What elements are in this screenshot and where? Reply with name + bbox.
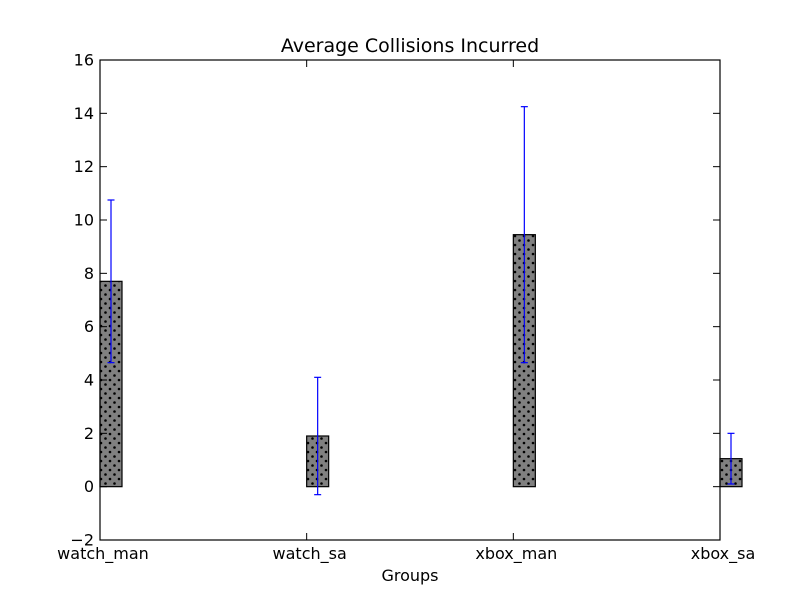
y-tick-label: 12 [74, 157, 94, 176]
x-tick-label: watch_man [57, 544, 149, 564]
x-tick-label: xbox_sa [691, 544, 756, 564]
y-tick-label: 16 [74, 51, 94, 70]
y-tick-label: 2 [84, 424, 94, 443]
x-tick-label: xbox_man [475, 544, 557, 564]
plot-frame [99, 59, 721, 541]
plot-area: −2 0 2 4 6 8 10 12 14 16 watch_man watch_sa xbox_man… [57, 51, 755, 565]
chart-title: Average Collisions Incurred [281, 35, 539, 57]
y-tick-label: 14 [74, 104, 94, 123]
y-tick-label: 6 [84, 317, 94, 336]
y-tick-label: −2 [70, 531, 94, 550]
y-tick-label: 0 [84, 477, 94, 496]
y-tick-label: 8 [84, 264, 94, 283]
y-tick-label: 10 [74, 211, 94, 230]
y-tick-label: 4 [84, 371, 94, 390]
x-axis-label: Groups [381, 566, 438, 585]
x-tick-label: watch_sa [273, 544, 347, 564]
